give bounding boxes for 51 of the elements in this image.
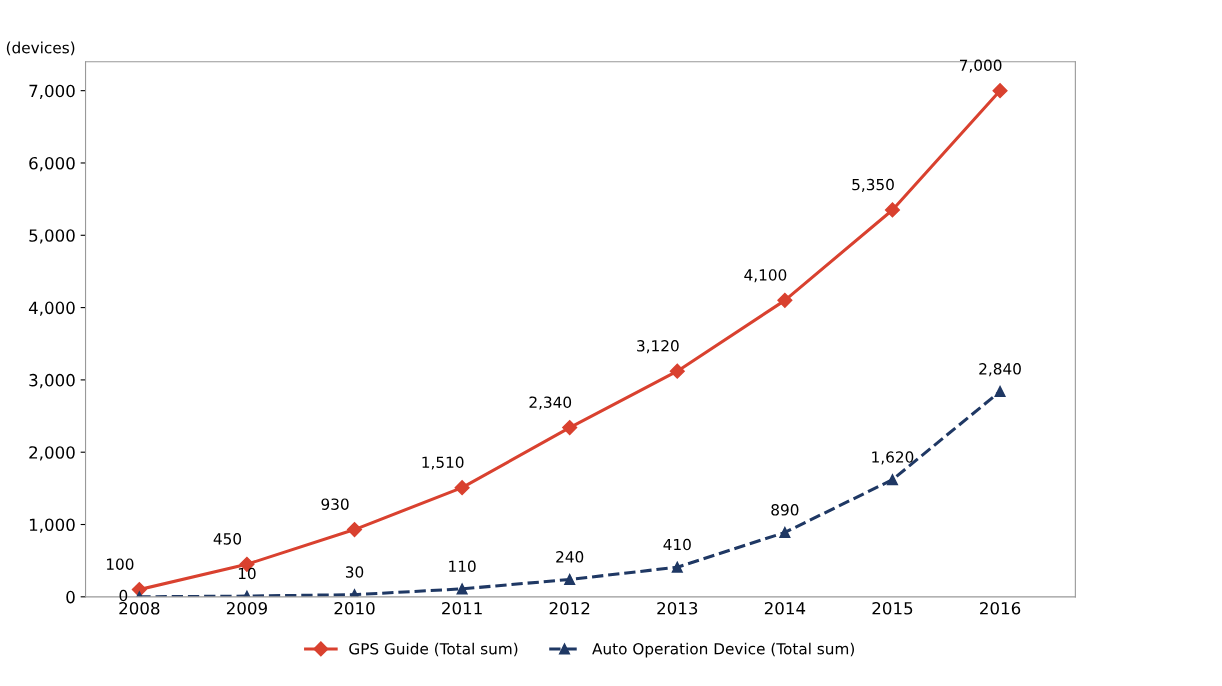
point bbox=[777, 292, 793, 308]
y-tick-label: 5,000 bbox=[29, 229, 75, 244]
point bbox=[671, 561, 683, 573]
x-tick-label: 2011 bbox=[442, 601, 482, 615]
data-label: 5,350 bbox=[852, 178, 894, 192]
x-tick-label: 2009 bbox=[226, 601, 267, 615]
x-tick-label: 2010 bbox=[334, 601, 375, 615]
x-tick-label: 2013 bbox=[657, 601, 698, 615]
y-tick-label: 2,000 bbox=[29, 446, 75, 461]
x-tick-label: 2008 bbox=[119, 601, 160, 615]
point bbox=[886, 474, 899, 486]
y-tick-label: 3,000 bbox=[29, 373, 75, 389]
y-tick-label: 4,000 bbox=[28, 301, 75, 316]
data-label: 2,840 bbox=[979, 363, 1021, 377]
data-label: 110 bbox=[449, 560, 476, 573]
y-tick-label: 7,000 bbox=[29, 84, 75, 99]
data-label: 1,510 bbox=[422, 456, 464, 470]
point bbox=[994, 385, 1006, 398]
data-label: 100 bbox=[106, 558, 134, 570]
y-tick-label: 0 bbox=[66, 590, 75, 604]
point bbox=[456, 583, 468, 595]
data-label: 890 bbox=[771, 504, 799, 516]
data-label: 240 bbox=[556, 551, 584, 563]
y-tick-label: 1,000 bbox=[29, 518, 75, 533]
point bbox=[669, 363, 685, 379]
data-label: 450 bbox=[213, 533, 242, 545]
point bbox=[346, 522, 363, 538]
point bbox=[992, 83, 1008, 99]
x-tick-label: 2012 bbox=[549, 601, 590, 615]
data-label: 930 bbox=[321, 498, 349, 510]
data-label: 2,340 bbox=[529, 396, 572, 410]
point bbox=[779, 526, 791, 539]
data-label: 4,100 bbox=[744, 269, 787, 283]
y-tick-label: 6,000 bbox=[29, 156, 75, 172]
point bbox=[454, 480, 470, 496]
x-tick-label: 2016 bbox=[980, 601, 1021, 615]
y-axis-title: (devices) bbox=[6, 41, 75, 56]
point bbox=[562, 420, 578, 436]
data-label: 3,120 bbox=[637, 340, 679, 354]
data-label: 410 bbox=[663, 538, 691, 551]
data-label: 10 bbox=[238, 567, 256, 580]
point bbox=[564, 573, 576, 586]
data-label: 30 bbox=[345, 566, 364, 578]
data-label: 1,620 bbox=[872, 451, 914, 465]
point bbox=[884, 202, 901, 218]
x-tick-label: 2014 bbox=[764, 601, 806, 615]
legend-label: GPS Guide (Total sum) bbox=[349, 642, 518, 657]
legend-label: Auto Operation Device (Total sum) bbox=[592, 642, 854, 658]
data-label: 0 bbox=[119, 589, 128, 602]
data-label: 7,000 bbox=[959, 59, 1002, 73]
x-tick-label: 2015 bbox=[872, 601, 913, 615]
